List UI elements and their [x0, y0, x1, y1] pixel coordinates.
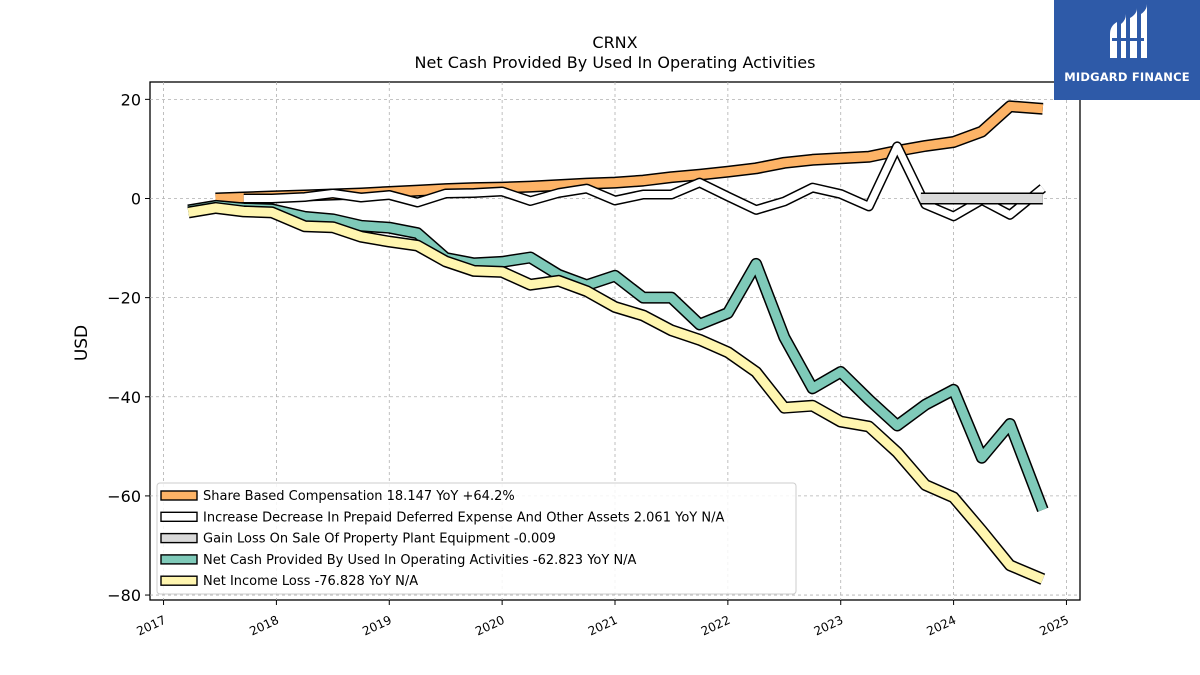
x-tick-label: 2019: [360, 613, 394, 639]
brand-name: MIDGARD FINANCE: [1064, 70, 1190, 84]
legend-entry: Net Income Loss -76.828 YoY N/A: [203, 574, 418, 589]
legend-swatch: [160, 554, 198, 565]
legend-entry: Gain Loss On Sale Of Property Plant Equi…: [203, 532, 556, 547]
x-tick-label: 2017: [134, 613, 168, 639]
y-tick-label: −20: [107, 289, 141, 308]
legend-entry: Increase Decrease In Prepaid Deferred Ex…: [203, 510, 724, 525]
y-tick-label: −80: [107, 586, 141, 605]
legend-swatch: [160, 511, 198, 522]
x-tick-label: 2023: [812, 613, 846, 639]
x-tick-label: 2025: [1037, 613, 1071, 639]
x-tick-label: 2018: [247, 613, 281, 639]
y-tick-label: 20: [121, 90, 141, 109]
x-tick-label: 2020: [473, 613, 507, 639]
legend-swatch: [160, 490, 198, 501]
y-tick-label: 0: [131, 189, 141, 208]
series-line-increase-decrease-in-prepaid-deferred-expense-and-other-assets: [243, 142, 1046, 220]
x-tick-label: 2021: [586, 613, 620, 639]
series-group: [187, 100, 1049, 585]
legend-swatch: [160, 575, 198, 586]
legend-entry: Net Cash Provided By Used In Operating A…: [203, 553, 637, 568]
chart-title: CRNX: [592, 33, 637, 52]
y-axis-label: USD: [72, 325, 92, 361]
legend: Share Based Compensation 18.147 YoY +64.…: [156, 482, 797, 595]
y-tick-label: −40: [107, 388, 141, 407]
chart-subtitle: Net Cash Provided By Used In Operating A…: [415, 53, 816, 72]
series-line-net-income-loss: [187, 203, 1045, 584]
y-tick-label: −60: [107, 487, 141, 506]
legend-swatch: [160, 532, 198, 544]
x-tick-label: 2022: [699, 613, 733, 639]
legend-box: [156, 482, 797, 595]
brand-logo: MIDGARD FINANCE: [1054, 0, 1200, 100]
series-line-net-cash-provided-by-used-in-operating-activities: [187, 201, 1048, 512]
legend-entry: Share Based Compensation 18.147 YoY +64.…: [203, 489, 515, 504]
midgard-logo-icon: [1110, 4, 1147, 58]
x-tick-label: 2024: [925, 613, 959, 639]
